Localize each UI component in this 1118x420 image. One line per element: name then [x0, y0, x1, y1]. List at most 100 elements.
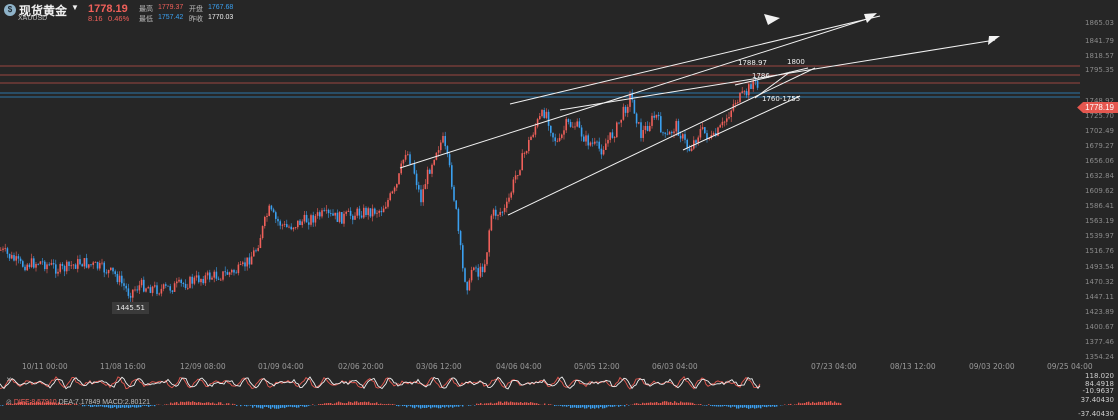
- candle-body: [193, 277, 196, 284]
- macd-bar: [254, 405, 256, 407]
- candle-body: [587, 135, 589, 146]
- candle-body: [519, 170, 521, 176]
- macd-bar: [326, 403, 328, 405]
- macd-bar: [746, 405, 748, 409]
- macd-bar: [204, 402, 206, 405]
- candle-body: [352, 215, 354, 220]
- macd-bar: [352, 402, 354, 405]
- macd-bar: [132, 405, 134, 407]
- candle-body: [418, 185, 420, 190]
- candle-body: [35, 263, 37, 268]
- macd-bar: [414, 405, 416, 409]
- macd-bar: [220, 402, 222, 405]
- macd-bar: [420, 405, 422, 409]
- candle-body: [323, 210, 325, 212]
- candle-body: [136, 289, 138, 291]
- candle-body: [312, 215, 314, 223]
- trend-line[interactable]: [734, 67, 809, 86]
- candle-body: [629, 93, 631, 107]
- macd-bar: [60, 403, 62, 405]
- macd-bar: [176, 401, 178, 405]
- macd-bar: [268, 405, 270, 408]
- macd-bar: [566, 405, 568, 407]
- macd-bar: [580, 405, 582, 408]
- candle-body: [114, 271, 116, 274]
- macd-bar: [76, 403, 78, 405]
- candle-body: [138, 285, 141, 291]
- candle-body: [242, 262, 244, 265]
- macd-bar: [194, 401, 196, 405]
- macd-bar: [22, 402, 24, 405]
- macd-bar: [126, 405, 128, 408]
- macd-bar: [576, 405, 578, 409]
- macd-bar: [328, 402, 330, 405]
- macd-bar: [318, 404, 320, 405]
- oscillator-close-icon[interactable]: ✕: [6, 377, 12, 384]
- candle-body: [404, 154, 407, 160]
- candle-body: [536, 119, 539, 127]
- candle-body: [288, 226, 290, 228]
- candle-body: [48, 264, 50, 266]
- macd-bar: [16, 403, 18, 405]
- candle-body: [154, 285, 156, 287]
- macd-bar: [96, 405, 98, 407]
- candle-body: [308, 222, 310, 225]
- macd-bar: [48, 401, 50, 405]
- candle-body: [651, 115, 653, 126]
- macd-bar: [92, 405, 94, 407]
- time-axis-tick: 03/06 12:00: [416, 362, 462, 371]
- candle-body: [488, 230, 490, 253]
- candle-body: [165, 284, 167, 286]
- macd-bar: [344, 403, 346, 405]
- candle-body: [215, 271, 218, 279]
- macd-bar: [684, 402, 686, 405]
- candle-body: [541, 110, 543, 117]
- candle-body: [686, 139, 688, 149]
- support-range-annotation: 1760-1755: [762, 95, 801, 103]
- symbol-name[interactable]: 现货黄金: [19, 4, 68, 18]
- macd-bar: [712, 405, 714, 407]
- macd-bar: [280, 405, 282, 408]
- candle-body: [512, 179, 515, 193]
- candle-body: [70, 265, 72, 267]
- trend-line[interactable]: [682, 95, 801, 151]
- trend-line[interactable]: [399, 17, 871, 169]
- chevron-down-icon[interactable]: ▼: [71, 3, 79, 12]
- candle-body: [103, 262, 105, 273]
- gold-coin-icon[interactable]: $: [4, 4, 16, 16]
- candle-body: [618, 122, 620, 124]
- candle-body: [396, 184, 398, 188]
- candle-body: [63, 265, 66, 272]
- candle-body: [521, 153, 523, 171]
- candle-body: [316, 212, 319, 216]
- macd-bar: [436, 405, 438, 408]
- macd-bar: [52, 402, 54, 405]
- candle-body: [530, 136, 532, 140]
- candle-body: [297, 220, 299, 228]
- macd-bar: [754, 405, 756, 409]
- trend-line[interactable]: [509, 15, 881, 105]
- candle-body: [334, 212, 336, 216]
- macd-bar: [236, 405, 238, 406]
- macd-bar: [190, 402, 192, 405]
- candle-body: [646, 125, 649, 131]
- macd-bar: [484, 403, 486, 405]
- macd-bar: [742, 405, 744, 408]
- price-axis-tick: 1516.76: [1085, 247, 1114, 255]
- macd-bar: [688, 402, 690, 405]
- low-value: 1757.42: [158, 14, 184, 21]
- candle-body: [655, 114, 658, 118]
- macd-bar: [340, 402, 342, 405]
- macd-bar: [496, 402, 498, 405]
- candle-body: [217, 278, 220, 280]
- macd-settings-icon[interactable]: ⊘: [6, 399, 12, 406]
- time-axis-tick: 01/09 04:00: [258, 362, 304, 371]
- macd-bar: [554, 405, 556, 407]
- trend-line[interactable]: [507, 67, 816, 216]
- macd-bar: [166, 404, 168, 405]
- candle-body: [336, 212, 339, 222]
- candle-body: [506, 201, 508, 208]
- trend-line[interactable]: [754, 71, 791, 99]
- candle-body: [371, 208, 374, 217]
